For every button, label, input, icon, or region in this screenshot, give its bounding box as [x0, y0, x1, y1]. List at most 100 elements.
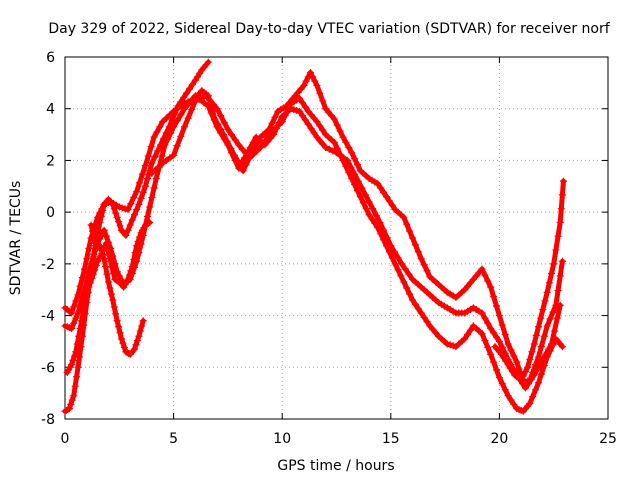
- data-point-marker: [423, 318, 431, 326]
- data-point-marker: [529, 393, 537, 401]
- data-point-marker: [302, 77, 310, 85]
- data-point-marker: [128, 216, 136, 224]
- data-point-marker: [530, 371, 538, 379]
- data-point-marker: [543, 353, 551, 361]
- data-point-marker: [316, 89, 324, 97]
- data-point-marker: [138, 170, 146, 178]
- data-point-marker: [144, 175, 152, 183]
- data-point-marker: [129, 347, 137, 355]
- data-point-marker: [487, 283, 495, 291]
- data-point-marker: [210, 116, 218, 124]
- y-tick-label: 2: [46, 153, 55, 169]
- plot-frame: [64, 56, 609, 420]
- data-point-marker: [417, 255, 425, 263]
- data-point-marker: [306, 69, 314, 77]
- data-point-marker: [345, 144, 353, 151]
- data-point-marker: [507, 346, 515, 354]
- x-axis-label: GPS time / hours: [277, 458, 394, 474]
- data-point-marker: [69, 356, 77, 364]
- data-point-marker: [369, 205, 377, 213]
- data-point-marker: [498, 321, 506, 329]
- data-point-marker: [166, 154, 174, 162]
- data-point-marker: [120, 343, 128, 351]
- data-point-marker: [558, 257, 566, 265]
- data-point-marker: [137, 194, 145, 202]
- data-point-marker: [409, 234, 417, 242]
- data-point-marker: [339, 156, 347, 164]
- data-point-marker: [391, 260, 399, 268]
- data-point-marker: [377, 184, 385, 192]
- y-tick-label: -8: [41, 412, 55, 428]
- data-point-marker: [397, 272, 405, 280]
- data-point-marker: [130, 193, 138, 201]
- data-point-marker: [159, 159, 167, 167]
- data-point-marker: [543, 288, 551, 296]
- data-point-marker: [94, 226, 102, 234]
- data-point-marker: [73, 373, 81, 381]
- data-point-marker: [113, 213, 121, 221]
- data-point-marker: [524, 380, 532, 388]
- data-point-marker: [94, 241, 102, 249]
- data-point-marker: [493, 302, 501, 310]
- data-point-marker: [117, 335, 125, 343]
- data-point-marker: [146, 218, 154, 226]
- data-point-marker: [325, 145, 333, 153]
- data-point-marker: [177, 98, 185, 106]
- data-point-marker: [548, 269, 556, 277]
- data-point-marker: [91, 266, 99, 274]
- data-point-marker: [124, 275, 132, 283]
- data-point-marker: [380, 188, 388, 196]
- data-point-marker: [400, 278, 408, 286]
- data-point-marker: [504, 340, 512, 348]
- data-point-marker: [96, 242, 104, 250]
- data-point-marker: [134, 237, 142, 245]
- data-point-marker: [353, 187, 361, 195]
- data-point-marker: [411, 300, 419, 308]
- data-point-marker: [180, 94, 188, 102]
- data-point-marker: [217, 129, 225, 137]
- data-point-marker: [242, 161, 250, 169]
- data-point-marker: [526, 399, 534, 407]
- data-point-marker: [537, 314, 545, 322]
- data-point-marker: [524, 363, 532, 371]
- data-point-marker: [78, 274, 86, 282]
- data-point-marker: [501, 331, 509, 339]
- x-tick-label: 20: [490, 431, 508, 447]
- data-point-marker: [165, 123, 173, 131]
- data-point-marker: [99, 250, 107, 258]
- data-point-marker: [88, 275, 96, 283]
- data-point-marker: [304, 120, 312, 128]
- data-point-marker: [183, 89, 191, 97]
- data-point-marker: [139, 317, 147, 325]
- data-point-marker: [104, 245, 112, 253]
- data-point-marker: [549, 341, 557, 349]
- data-point-marker: [333, 121, 341, 129]
- data-point-marker: [484, 319, 492, 327]
- data-point-marker: [213, 123, 221, 131]
- data-point-marker: [406, 290, 414, 298]
- data-point-marker: [526, 356, 534, 364]
- data-point-marker: [131, 211, 139, 219]
- data-point-marker: [309, 73, 317, 81]
- data-point-marker: [319, 97, 327, 105]
- data-point-marker: [135, 200, 143, 208]
- data-point-marker: [110, 303, 118, 311]
- data-point-marker: [271, 113, 279, 121]
- data-point-marker: [133, 187, 141, 195]
- data-point-marker: [481, 337, 489, 345]
- data-point-marker: [353, 161, 361, 169]
- data-point-marker: [83, 289, 91, 297]
- data-point-marker: [116, 222, 124, 230]
- data-point-marker: [275, 121, 283, 129]
- data-point-marker: [329, 147, 337, 155]
- data-point-marker: [120, 230, 128, 238]
- data-point-marker: [281, 112, 289, 120]
- data-point-marker: [490, 358, 498, 366]
- data-point-marker: [180, 123, 188, 131]
- data-point-marker: [204, 58, 212, 66]
- x-tick-label: 5: [169, 431, 178, 447]
- data-point-marker: [228, 149, 236, 157]
- data-point-marker: [200, 99, 208, 107]
- data-point-marker: [131, 345, 139, 353]
- data-point-marker: [541, 297, 549, 305]
